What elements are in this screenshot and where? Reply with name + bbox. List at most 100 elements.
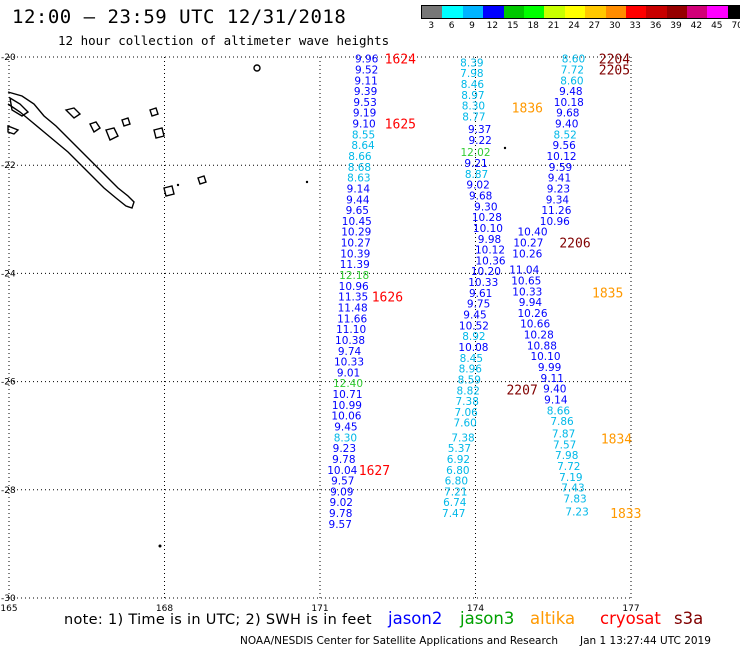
wave-height-value: 5.37 [448,443,471,455]
wave-height-value: 8.77 [462,112,485,124]
color-scale-label: 12 [486,21,499,31]
wave-height-value: 7.38 [451,432,474,444]
wave-height-value: 8.97 [461,90,484,102]
wave-height-value: 10.12 [475,245,505,257]
wave-height-value: 10.33 [334,357,364,369]
wave-height-value: 9.14 [544,394,568,406]
legend-jason2: jason2 [388,609,443,628]
wave-height-value: 10.06 [331,411,361,423]
wave-height-value: 8.66 [547,405,571,417]
wave-height-value: 8.52 [553,129,576,141]
wave-height-value: 10.20 [471,266,501,278]
wave-height-value: 10.28 [524,330,554,342]
pass-time-label: 1627 [359,464,390,479]
pass-time-label: 1624 [385,53,416,68]
wave-height-value: 9.02 [330,497,353,509]
color-scale-cell [605,6,626,18]
longitude-label: 165 [0,604,17,614]
color-scale-label: 39 [670,21,682,31]
wave-height-value: 10.12 [547,151,577,163]
wave-height-value: 9.68 [469,190,492,202]
wave-height-value: 11.35 [338,292,368,304]
wave-height-value: 8.82 [457,385,480,397]
coastline [7,124,20,135]
wave-height-value: 9.02 [466,180,489,192]
latitude-label: -28 [1,486,16,496]
wave-height-value: 10.71 [332,389,362,401]
wave-height-value: 10.66 [520,319,550,331]
wave-height-value: 9.44 [346,194,370,206]
color-scale-label: 27 [588,21,601,31]
color-scale-label: 30 [609,21,621,31]
wave-height-value: 9.21 [464,158,487,170]
longitude-label: 177 [622,604,639,614]
wave-height-value: 9.45 [334,422,357,434]
wave-height-value: 8.59 [458,374,481,386]
wave-height-value: 9.11 [354,75,377,87]
wave-height-value: 8.46 [461,79,485,91]
wave-height-value: 10.40 [517,227,547,239]
wave-height-value: 9.39 [354,86,377,98]
wave-height-value: 6.80 [446,465,469,477]
wave-height-value: 9.41 [548,173,571,185]
color-scale-cell [523,6,545,18]
wave-height-value: 8.39 [460,57,483,69]
wave-height-value: 7.21 [444,486,467,498]
color-scale-cell [544,6,565,18]
wave-height-value: 8.60 [560,75,583,87]
wave-height-value: 8.87 [465,169,488,181]
wave-height-value: 10.36 [476,255,506,267]
color-scale-label: 45 [711,21,723,31]
wave-height-value: 10.33 [468,277,498,289]
wave-height-value: 10.45 [342,216,372,228]
wave-height-value: 9.48 [559,86,582,98]
wave-height-value: 9.09 [330,486,353,498]
pass-time-label: 1836 [512,101,543,116]
wave-height-value: 10.04 [327,465,357,477]
wave-height-value: 7.06 [454,407,478,419]
wave-height-value: 9.59 [549,162,572,174]
wave-height-value: 7.86 [550,416,574,428]
wave-height-value: 9.34 [546,194,570,206]
wave-height-value: 9.68 [556,108,579,120]
latitude-label: -26 [1,378,16,388]
wave-height-value: 9.53 [353,97,376,109]
coastline [105,127,119,141]
wave-height-value: 9.40 [543,384,566,396]
wave-height-value: 7.47 [442,508,465,520]
wave-height-value: 8.45 [460,353,483,365]
color-scale-cell [462,6,484,18]
color-scale-cell [707,6,728,18]
wave-height-value: 9.11 [541,373,564,385]
color-scale-cell [727,6,740,18]
wave-height-value: 7.38 [456,396,479,408]
generation-timestamp: Jan 1 13:27:44 UTC 2019 [580,635,711,647]
wave-height-value: 9.99 [538,362,561,374]
color-scale-label: 33 [629,21,641,31]
wave-height-value: 9.40 [555,119,578,131]
wave-height-value: 8.96 [459,364,483,376]
wave-height-value: 10.26 [512,248,542,260]
wave-height-value: 6.74 [443,497,467,509]
pass-time-label: 2205 [599,63,630,78]
wave-height-value: 11.26 [541,205,571,217]
wave-height-value: 9.19 [353,108,376,120]
coastline [7,91,135,209]
coastline [163,185,175,197]
pass-time-label: 1626 [372,291,403,306]
wave-height-value: 12.40 [333,378,363,390]
latitude-label: -24 [1,269,16,279]
wave-height-value: 8.30 [334,432,357,444]
color-scale-label: 6 [448,21,455,31]
wave-height-value: 9.52 [355,64,378,76]
coastline [121,117,131,127]
wave-height-value: 9.78 [329,508,352,520]
color-scale-cell [625,6,647,18]
coastline [197,175,207,185]
wave-height-value: 7.98 [460,68,483,80]
wave-height-value: 10.65 [511,275,541,287]
color-scale-label: 36 [649,21,662,31]
wave-height-value: 8.30 [462,101,485,113]
wave-height-value: 10.18 [554,97,584,109]
